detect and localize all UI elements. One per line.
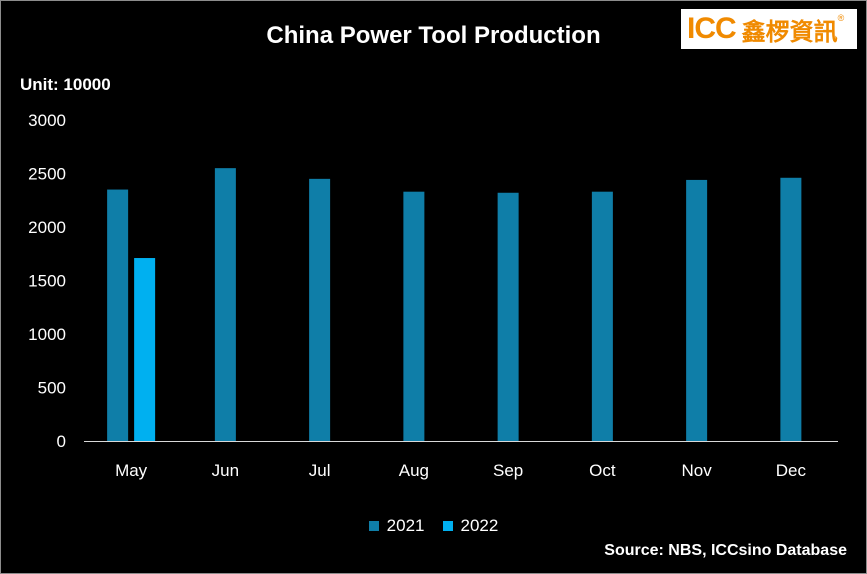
source-note: Source: NBS, ICCsino Database (604, 542, 847, 559)
bar-2021-dec (780, 177, 802, 441)
icc-logo: ICC 鑫椤資訊 ® (681, 9, 857, 49)
legend-label-2022: 2022 (460, 516, 499, 535)
unit-label: Unit: 10000 (20, 75, 111, 94)
bar-2021-nov (686, 179, 708, 442)
y-tick-label: 0 (57, 432, 66, 451)
bar-2021-jul (309, 178, 331, 441)
y-tick-label: 2500 (28, 165, 66, 184)
legend-item-2021: 2021 (368, 516, 425, 536)
y-tick-label: 3000 (28, 111, 66, 130)
legend-swatch-2021 (368, 521, 379, 531)
x-tick-label: Aug (399, 461, 429, 480)
bar-2022-may (134, 258, 156, 441)
x-tick-label: Dec (776, 461, 807, 480)
y-tick-label: 1500 (28, 272, 66, 291)
bar-2021-jun (214, 168, 236, 441)
logo-chinese-text: 鑫椤資訊 (741, 18, 838, 46)
bar-2021-may (107, 189, 129, 441)
bar-2021-aug (403, 191, 425, 441)
x-tick-label: Sep (493, 461, 523, 480)
logo-registered-mark: ® (837, 13, 845, 23)
y-tick-label: 500 (38, 379, 66, 398)
bar-2021-sep (497, 192, 519, 441)
legend-label-2021: 2021 (386, 516, 425, 535)
legend-swatch-2022 (442, 521, 453, 531)
chart-legend: 2021 2022 (0, 516, 867, 536)
y-tick-label: 2000 (28, 218, 66, 237)
legend-item-2022: 2022 (442, 516, 499, 536)
bar-2021-oct (591, 191, 613, 441)
x-tick-label: May (115, 461, 148, 480)
x-tick-label: Oct (589, 461, 616, 480)
chart-title: China Power Tool Production (266, 22, 601, 49)
y-tick-label: 1000 (28, 325, 66, 344)
logo-icc-text: ICC (687, 12, 737, 45)
x-tick-label: Nov (682, 461, 713, 480)
x-tick-label: Jul (309, 461, 331, 480)
x-tick-label: Jun (212, 461, 239, 480)
